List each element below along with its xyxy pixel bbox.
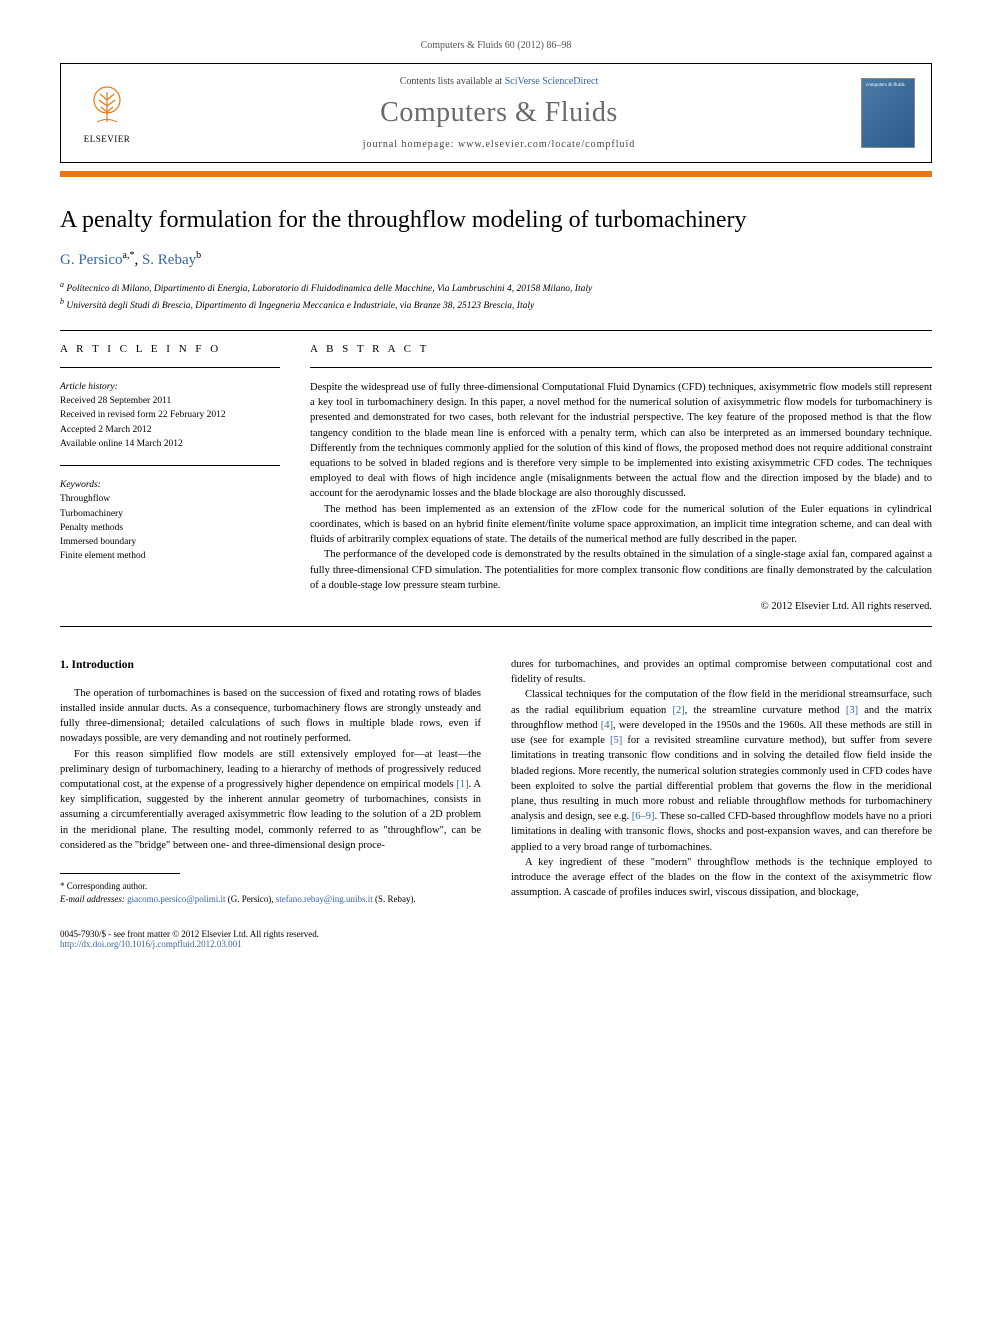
keywords-block: Keywords: Throughflow Turbomachinery Pen… (60, 478, 280, 564)
body-columns: 1. Introduction The operation of turboma… (60, 657, 932, 905)
corresponding-author: * Corresponding author. (60, 880, 481, 893)
abstract-para: The method has been implemented as an ex… (310, 502, 932, 548)
email-label: E-mail addresses: (60, 894, 125, 904)
affiliation-b: b Università degli Studi di Brescia, Dip… (60, 296, 932, 313)
abstract-text: Despite the widespread use of fully thre… (310, 380, 932, 593)
body-para: The operation of turbomachines is based … (60, 686, 481, 747)
author-1[interactable]: G. Persico (60, 252, 123, 268)
email-addresses: E-mail addresses: giacomo.persico@polimi… (60, 893, 481, 906)
affiliation-a: a Politecnico di Milano, Dipartimento di… (60, 279, 932, 296)
keyword: Throughflow (60, 492, 280, 506)
info-divider-2 (60, 465, 280, 466)
keywords-heading: Keywords: (60, 478, 280, 492)
keyword: Penalty methods (60, 521, 280, 535)
article-info-label: A R T I C L E I N F O (60, 343, 280, 355)
header-center: Contents lists available at SciVerse Sci… (137, 76, 861, 150)
abstract-column: A B S T R A C T Despite the widespread u… (310, 343, 932, 612)
copyright: © 2012 Elsevier Ltd. All rights reserved… (310, 601, 932, 612)
email-who-2: (S. Rebay). (375, 894, 416, 904)
homepage-url[interactable]: www.elsevier.com/locate/compfluid (458, 139, 635, 150)
contents-available: Contents lists available at SciVerse Sci… (137, 76, 861, 87)
article-info-column: A R T I C L E I N F O Article history: R… (60, 343, 280, 612)
affiliations: a Politecnico di Milano, Dipartimento di… (60, 279, 932, 314)
divider-bottom (60, 626, 932, 627)
body-left-column: 1. Introduction The operation of turboma… (60, 657, 481, 905)
footer-left: 0045-7930/$ - see front matter © 2012 El… (60, 929, 319, 949)
abstract-para: The performance of the developed code is… (310, 547, 932, 593)
keyword: Finite element method (60, 549, 280, 563)
author-1-sup: a,* (123, 250, 135, 261)
abstract-label: A B S T R A C T (310, 343, 932, 355)
journal-name: Computers & Fluids (137, 97, 861, 129)
contents-prefix: Contents lists available at (400, 76, 505, 87)
keyword: Turbomachinery (60, 507, 280, 521)
homepage-prefix: journal homepage: (363, 139, 458, 150)
history-item: Received 28 September 2011 (60, 394, 280, 408)
email-who-1: (G. Persico), (228, 894, 274, 904)
authors: G. Persicoa,*, S. Rebayb (60, 250, 932, 269)
elsevier-tree-icon (82, 82, 132, 132)
history-item: Available online 14 March 2012 (60, 437, 280, 451)
email-link-1[interactable]: giacomo.persico@polimi.it (127, 894, 225, 904)
body-para: Classical techniques for the computation… (511, 687, 932, 854)
cover-text: computers & fluids (866, 83, 910, 89)
abstract-divider (310, 367, 932, 368)
author-2[interactable]: S. Rebay (142, 252, 196, 268)
body-right-column: dures for turbomachines, and provides an… (511, 657, 932, 905)
article-title: A penalty formulation for the throughflo… (60, 207, 932, 234)
history-item: Received in revised form 22 February 201… (60, 408, 280, 422)
info-abstract-row: A R T I C L E I N F O Article history: R… (60, 343, 932, 612)
body-para: For this reason simplified flow models a… (60, 747, 481, 854)
elsevier-logo: ELSEVIER (77, 78, 137, 148)
abstract-para: Despite the widespread use of fully thre… (310, 380, 932, 502)
journal-cover-thumb: computers & fluids (861, 78, 915, 148)
section-heading: 1. Introduction (60, 657, 481, 674)
author-2-sup: b (196, 250, 201, 261)
sciencedirect-link[interactable]: SciVerse ScienceDirect (505, 76, 599, 87)
doi-link[interactable]: http://dx.doi.org/10.1016/j.compfluid.20… (60, 939, 242, 949)
history-heading: Article history: (60, 380, 280, 394)
issn-line: 0045-7930/$ - see front matter © 2012 El… (60, 929, 319, 939)
page-footer: 0045-7930/$ - see front matter © 2012 El… (60, 929, 932, 949)
elsevier-text: ELSEVIER (84, 134, 131, 144)
footnote-separator (60, 873, 180, 874)
journal-header: ELSEVIER Contents lists available at Sci… (60, 63, 932, 163)
footnote-block: * Corresponding author. E-mail addresses… (60, 880, 481, 905)
info-divider-1 (60, 367, 280, 368)
body-para: A key ingredient of these "modern" throu… (511, 855, 932, 901)
orange-divider (60, 171, 932, 177)
keyword: Immersed boundary (60, 535, 280, 549)
doi-line: http://dx.doi.org/10.1016/j.compfluid.20… (60, 939, 319, 949)
article-history: Article history: Received 28 September 2… (60, 380, 280, 451)
history-item: Accepted 2 March 2012 (60, 423, 280, 437)
body-para: dures for turbomachines, and provides an… (511, 657, 932, 687)
journal-homepage: journal homepage: www.elsevier.com/locat… (137, 139, 861, 150)
divider (60, 330, 932, 331)
email-link-2[interactable]: stefano.rebay@ing.unibs.it (276, 894, 373, 904)
journal-reference: Computers & Fluids 60 (2012) 86–98 (60, 40, 932, 51)
